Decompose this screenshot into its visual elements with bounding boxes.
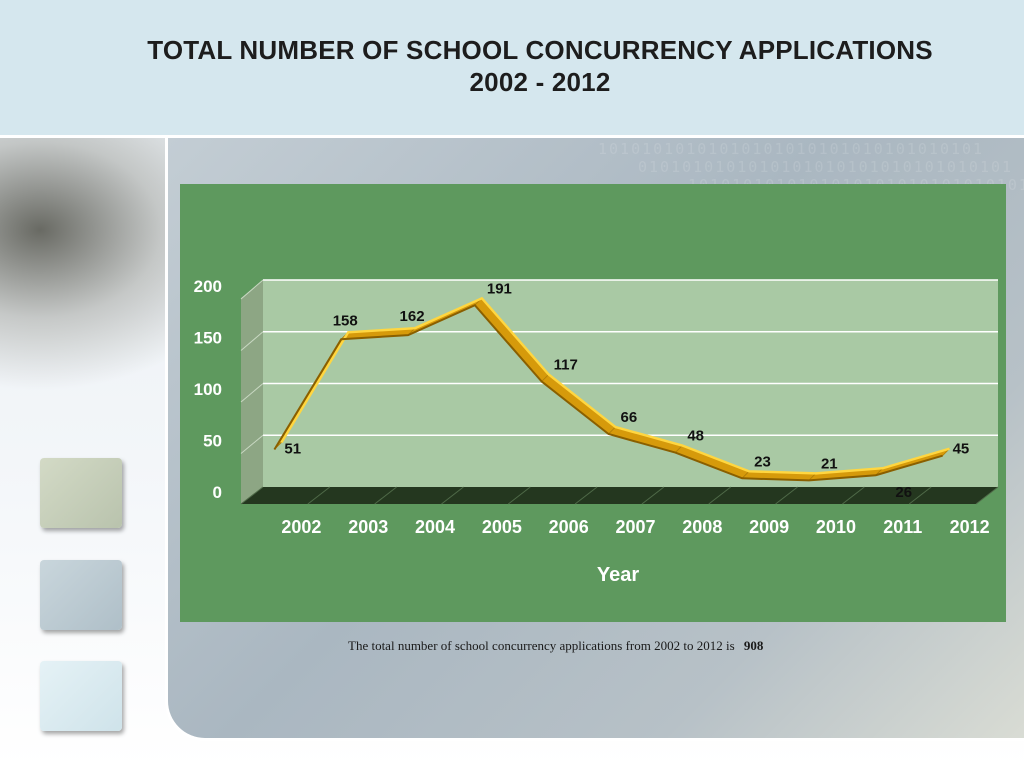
data-label: 23 — [754, 453, 771, 470]
line-bottom-edge — [273, 304, 943, 482]
y-tick-label: 0 — [213, 483, 222, 502]
footnote-text: The total number of school concurrency a… — [348, 638, 735, 653]
slide-title: TOTAL NUMBER OF SCHOOL CONCURRENCY APPLI… — [0, 34, 1024, 98]
data-label: 26 — [895, 484, 912, 501]
y-tick-label: 50 — [203, 432, 222, 451]
binary-pattern: 10101010101010101010101010101010101 — [598, 140, 985, 158]
data-label: 117 — [554, 356, 578, 373]
floor-tick — [507, 486, 531, 505]
floor-tick — [908, 486, 932, 505]
gridline — [240, 279, 264, 300]
slide-title-line-1: TOTAL NUMBER OF SCHOOL CONCURRENCY APPLI… — [147, 35, 933, 65]
y-tick-label: 200 — [194, 277, 222, 296]
gridline — [240, 331, 264, 351]
floor-tick — [441, 486, 464, 505]
data-label: 158 — [333, 312, 358, 329]
floor-tick — [975, 486, 999, 505]
footnote-total: 908 — [743, 638, 764, 653]
gridline — [240, 434, 264, 454]
data-label: 191 — [487, 280, 512, 297]
plot-floor — [241, 487, 998, 504]
x-tick-label: 2010 — [816, 517, 856, 537]
x-tick-label: 2011 — [883, 517, 922, 537]
y-tick-label: 100 — [194, 380, 222, 399]
x-tick-label: 2006 — [549, 517, 589, 537]
data-label: 51 — [284, 440, 301, 457]
x-tick-label: 2002 — [281, 517, 321, 537]
floor-tick — [240, 486, 264, 505]
series-line — [273, 296, 950, 482]
line-top-edge — [280, 296, 950, 475]
floor-tick — [374, 486, 397, 505]
decorative-square — [40, 560, 122, 630]
data-label: 66 — [621, 409, 638, 426]
plot-side-wall — [241, 280, 263, 504]
floor-tick — [574, 486, 598, 505]
x-tick-label: 2005 — [482, 517, 522, 537]
y-axis-labels: 0 50 100 150 200 — [194, 277, 222, 502]
x-tick-label: 2007 — [615, 517, 655, 537]
binary-pattern: 0101010101010101010101010101010101 — [638, 158, 1014, 176]
chart-area: 0 50 100 150 200 51 158 162 191 117 66 48 23 21 26 45 … — [180, 184, 1006, 622]
data-label: 48 — [687, 428, 704, 445]
y-tick-label: 150 — [194, 329, 222, 348]
floor-tick — [307, 486, 331, 505]
x-tick-label: 2009 — [749, 517, 789, 537]
floor-tick — [641, 486, 665, 505]
x-tick-label: 2008 — [682, 517, 722, 537]
x-axis-labels: 2002 2003 2004 2005 2006 2007 2008 2009 2010 2011… — [281, 517, 989, 537]
gridline — [240, 383, 264, 403]
floor-tick — [775, 486, 798, 505]
data-label: 162 — [400, 308, 425, 325]
x-tick-label: 2012 — [950, 517, 990, 537]
title-band: TOTAL NUMBER OF SCHOOL CONCURRENCY APPLI… — [0, 0, 1024, 138]
footnote: The total number of school concurrency a… — [348, 638, 763, 654]
data-label: 45 — [953, 441, 970, 458]
x-axis-title: Year — [597, 564, 639, 586]
x-tick-label: 2004 — [415, 517, 455, 537]
decorative-square — [40, 661, 122, 731]
data-labels: 51 158 162 191 117 66 48 23 21 26 45 — [284, 280, 969, 501]
floor-tick — [708, 486, 732, 505]
floor-ticks — [240, 486, 999, 505]
data-label: 21 — [821, 455, 838, 472]
decorative-square — [40, 458, 122, 528]
slide-title-line-2: 2002 - 2012 — [469, 67, 611, 97]
x-tick-label: 2003 — [348, 517, 388, 537]
floor-tick — [842, 486, 865, 505]
